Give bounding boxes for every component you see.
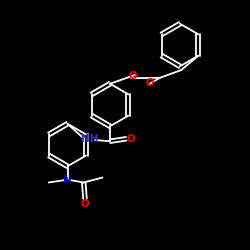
Text: O: O xyxy=(126,134,135,144)
Text: N: N xyxy=(63,175,72,185)
Text: O: O xyxy=(80,199,90,209)
Text: O: O xyxy=(129,71,138,81)
Text: O: O xyxy=(146,78,155,88)
Text: NH: NH xyxy=(81,134,98,144)
